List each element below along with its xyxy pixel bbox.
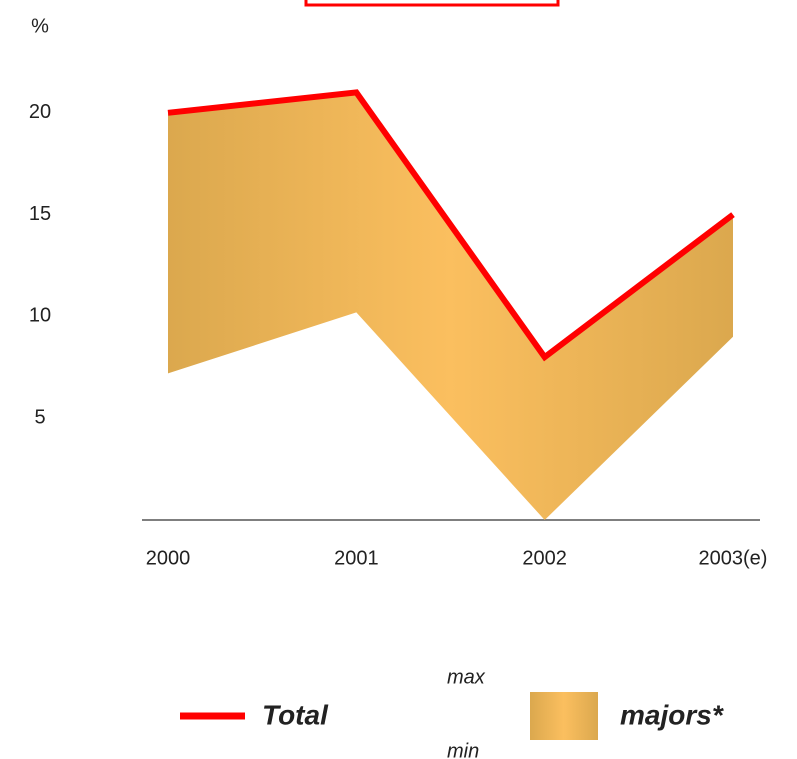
x-tick-label: 2002: [522, 547, 567, 569]
y-tick-label: 20: [29, 101, 51, 123]
legend-majors: majors*: [620, 699, 724, 730]
band-area: [168, 92, 733, 520]
legend-swatch: [530, 692, 598, 740]
y-tick-label: 5: [34, 406, 45, 428]
legend-min: min: [447, 740, 479, 759]
x-tick-label: 2003(e): [699, 547, 768, 569]
x-tick-label: 2000: [146, 547, 191, 569]
total-line: [167, 89, 735, 362]
legend-max: max: [447, 666, 486, 688]
x-tick-label: 2001: [334, 547, 379, 569]
y-tick-label: 15: [29, 203, 51, 225]
legend-total: Total: [262, 699, 329, 730]
y-tick-label: 10: [29, 305, 51, 327]
title-frame: [304, 0, 560, 7]
y-axis-label: %: [31, 15, 49, 37]
